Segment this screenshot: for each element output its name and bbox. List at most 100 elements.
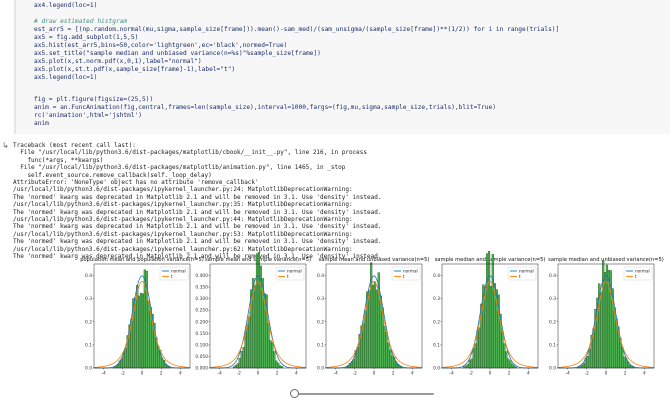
code-line: ax5 = fig.add_subplot(1,5,5): [34, 34, 139, 41]
y-tick-label: 0.4: [85, 273, 92, 279]
histogram-bar: [600, 292, 603, 369]
histogram-bar: [472, 347, 475, 369]
histogram-bar: [582, 363, 586, 369]
chart-title: sample mean and unbiased variance(n=5): [319, 257, 430, 263]
y-tick-label: 0.0: [85, 366, 92, 372]
y-tick-label: 0.400: [195, 273, 208, 279]
chart-svg: sample median and sample variance(n=5)-4…: [433, 250, 545, 377]
x-tick-label: 0: [141, 371, 144, 377]
code-line: ax5.legend(loc=1): [34, 74, 98, 81]
histogram-bar: [468, 359, 471, 369]
histogram-bar: [254, 285, 257, 369]
legend-label: normal: [403, 269, 418, 274]
legend-label: normal: [171, 269, 186, 274]
y-tick-label: 0.2: [317, 319, 324, 325]
legend-label: t: [171, 274, 173, 279]
histogram-bar: [147, 301, 150, 369]
output-line: self.event_source.remove_callback(self._…: [13, 171, 212, 179]
y-tick-label: 0.3: [549, 296, 556, 302]
x-tick-label: -4: [101, 371, 106, 377]
y-tick-label: 0.2: [433, 319, 440, 325]
x-tick-label: -2: [121, 371, 126, 377]
x-tick-label: 4: [295, 371, 298, 377]
chart-panel: sample median and unbiased variance(n=5)…: [548, 256, 664, 384]
chart-svg: sample mean and sample variance(n=5)-4 -2…: [195, 252, 311, 377]
legend-label: normal: [287, 269, 302, 274]
histogram-bar: [373, 281, 377, 369]
slider-track[interactable]: [294, 393, 434, 395]
t-curve: [325, 280, 423, 368]
normal-curve: [326, 275, 422, 369]
histogram-bar: [505, 351, 508, 369]
histogram-bar: [602, 259, 605, 369]
animation-slider[interactable]: [290, 389, 440, 399]
normal-curve: [210, 275, 306, 369]
output-line: The 'normed' kwarg was deprecated in Mat…: [13, 193, 382, 201]
histogram-bar: [588, 348, 591, 369]
code-line: anim: [34, 120, 49, 127]
output-line: func(*args, **kwargs): [13, 156, 104, 164]
code-line: est_arr5 = [(np.random.normal(mu,sigma,s…: [34, 26, 560, 33]
histogram-bar: [375, 289, 378, 369]
histogram-bar: [277, 362, 280, 369]
x-tick-label: -4: [217, 371, 222, 377]
y-tick-label: 0.1: [433, 342, 440, 348]
x-tick-label: 4: [643, 371, 646, 377]
x-tick-label: 2: [276, 371, 279, 377]
histogram-bar: [356, 347, 359, 369]
histogram-bar: [623, 356, 626, 369]
chart-panel: sample mean and unbiased variance(n=5) -4…: [316, 256, 429, 384]
code-line: fig = plt.figure(figsize=(25,5)): [34, 96, 154, 103]
histogram-bar: [486, 253, 489, 369]
x-tick-label: -2: [585, 371, 590, 377]
code-line: ax5.plot(x,st.norm.pdf(x,0,1),label="nor…: [34, 58, 202, 65]
x-tick-label: 2: [624, 371, 627, 377]
y-tick-label: 0.0: [549, 366, 556, 372]
x-tick-label: 4: [527, 371, 530, 377]
histogram-bar: [484, 286, 487, 369]
y-tick-label: 0.250: [195, 308, 208, 314]
histogram-bar: [464, 365, 468, 369]
slider-handle[interactable]: [290, 389, 299, 398]
x-tick-label: -2: [237, 371, 242, 377]
chart-title: sample median and unbiased variance(n=5): [548, 257, 664, 263]
legend-label: t: [287, 274, 289, 279]
chart-svg: sample median and unbiased variance(n=5)…: [548, 257, 664, 377]
histogram-bar: [489, 286, 493, 369]
code-line: ax4.legend(loc=1): [34, 2, 98, 9]
histogram-bar: [603, 272, 607, 369]
normal-curve: [558, 275, 654, 369]
histogram-bar: [244, 331, 247, 369]
y-tick-label: 0.2: [85, 319, 92, 325]
histogram-bar: [503, 343, 506, 369]
output-line: /usr/local/lib/python3.6/dist-packages/i…: [13, 201, 353, 209]
y-tick-label: 0.3: [433, 296, 440, 302]
x-tick-label: 0: [489, 371, 492, 377]
legend-label: normal: [519, 269, 534, 274]
normal-curve: [94, 275, 190, 369]
histogram-bar: [234, 364, 238, 369]
y-tick-label: 0.2: [549, 319, 556, 325]
x-tick-label: 4: [179, 371, 182, 377]
y-tick-label: 0.200: [195, 319, 208, 325]
y-tick-label: 0.4: [433, 273, 440, 279]
t-curve: [557, 280, 655, 368]
histogram-bar: [246, 324, 249, 369]
histogram-bar: [352, 359, 355, 369]
output-line: AttributeError: 'NoneType' object has no…: [13, 179, 259, 186]
y-tick-label: 0.0: [433, 366, 440, 372]
x-tick-label: -2: [353, 371, 358, 377]
output-line: Traceback (most recent call last):: [13, 142, 136, 149]
code-cell[interactable]: ax4.legend(loc=1) # draw estimated histgr…: [14, 0, 670, 134]
histogram-bar: [387, 342, 390, 369]
histogram-bar: [466, 364, 470, 369]
histogram-bar: [362, 323, 365, 369]
chart-svg: population mean and population variance(…: [80, 257, 204, 377]
output-line: The 'normed' kwarg was deprecated in Mat…: [13, 223, 382, 231]
legend-label: t: [635, 274, 637, 279]
histogram-bar: [124, 347, 127, 369]
histogram-bar: [242, 347, 245, 369]
t-curve: [93, 280, 191, 368]
output-line: File "/usr/local/lib/python3.6/dist-pack…: [13, 164, 346, 172]
x-tick-label: 0: [373, 371, 376, 377]
